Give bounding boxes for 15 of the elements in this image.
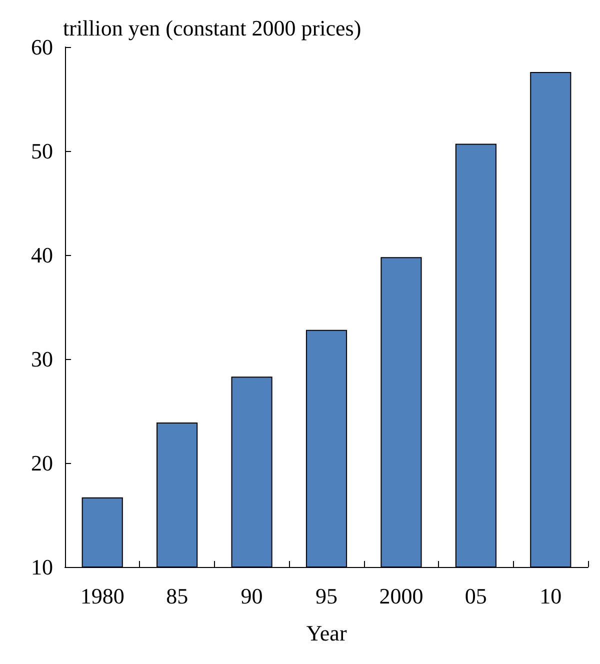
y-tick-label: 30: [31, 346, 53, 372]
y-tick-label: 20: [31, 450, 53, 476]
y-axis-title: trillion yen (constant 2000 prices): [63, 16, 362, 40]
x-tick-label: 95: [316, 584, 338, 608]
x-tick-label: 1980: [80, 584, 124, 608]
y-tick-label: 40: [31, 242, 53, 268]
x-axis-title: Year: [306, 620, 348, 646]
y-tick-label: 10: [31, 554, 53, 580]
x-tick-label: 05: [464, 584, 487, 608]
x-tick-label: 10: [540, 584, 562, 608]
y-tick-label: 60: [31, 34, 53, 60]
x-tick-label: 90: [240, 584, 263, 608]
y-tick-label: 50: [31, 138, 53, 164]
x-tick-label: 85: [166, 584, 188, 608]
x-tick-label: 2000: [379, 584, 424, 608]
